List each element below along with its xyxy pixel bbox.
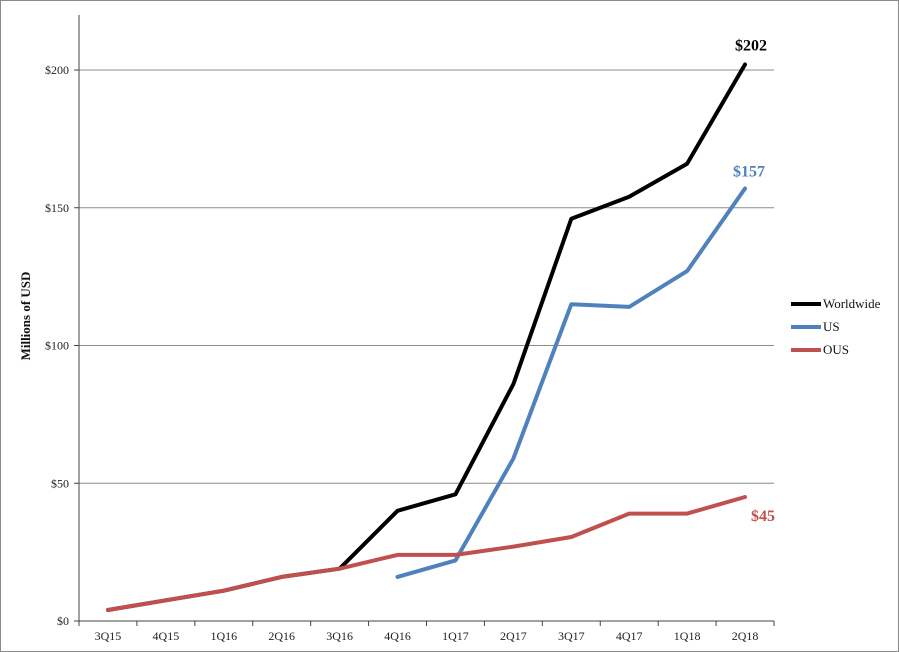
x-tick-label: 4Q15 [153,629,180,643]
y-tick-label: $50 [51,476,69,490]
y-tick-label: $150 [45,201,69,215]
y-tick-label: $0 [57,614,69,628]
x-tick-label: 3Q16 [326,629,353,643]
x-tick-label: 2Q17 [500,629,527,643]
x-tick-label: 1Q17 [442,629,469,643]
series-lines [106,62,747,612]
y-axis-title: Millions of USD [18,272,33,361]
gridlines [79,69,774,622]
series-line-worldwide [106,62,747,612]
x-tick-label: 3Q17 [558,629,585,643]
data-labels: $202 $157 $45 [733,37,775,525]
x-tick-label: 1Q16 [210,629,237,643]
x-tick-label: 2Q16 [268,629,295,643]
y-tick-label: $100 [45,339,69,353]
x-tick-label: 1Q18 [674,629,701,643]
x-tick-label: 4Q16 [384,629,411,643]
x-tick-label: 2Q18 [732,629,759,643]
series-line-ous [106,495,747,612]
data-label-ous: $45 [751,508,775,525]
x-tick-label: 3Q15 [95,629,122,643]
series-line-us [395,186,747,579]
legend-label-worldwide: Worldwide [823,296,881,311]
legend-label-us: US [823,319,840,334]
data-label-worldwide: $202 [735,37,767,54]
x-tick-label: 4Q17 [616,629,643,643]
data-label-us: $157 [733,163,765,180]
y-tick-label: $200 [45,63,69,77]
axes: $0 $50 $100 $150 $200 3Q15 4Q15 1Q16 2Q16 3Q16 4Q1… [45,15,775,643]
legend: Worldwide US OUS [791,296,881,357]
legend-label-ous: OUS [823,342,849,357]
